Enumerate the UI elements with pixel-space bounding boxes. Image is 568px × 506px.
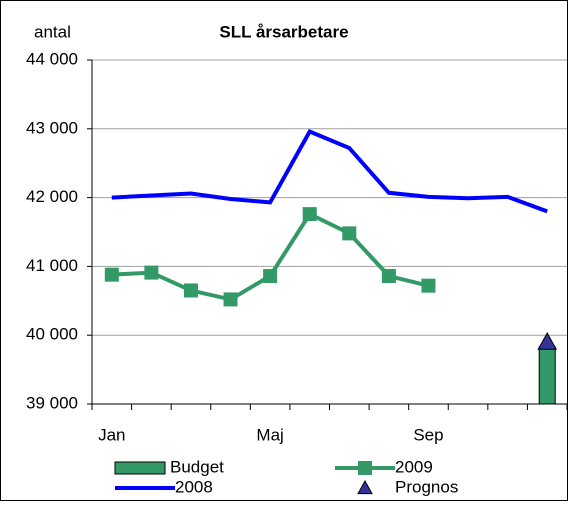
marker bbox=[421, 278, 436, 293]
marker bbox=[381, 269, 396, 284]
legend-swatch bbox=[114, 461, 166, 475]
legend-swatch bbox=[357, 479, 373, 495]
legend-label: 2008 bbox=[175, 477, 213, 496]
marker bbox=[144, 265, 159, 280]
y-tick-label: 44 000 bbox=[26, 49, 78, 68]
legend-label: Prognos bbox=[395, 477, 458, 496]
y-tick-label: 41 000 bbox=[26, 256, 78, 275]
x-tick-label: Jan bbox=[98, 425, 125, 444]
y-tick-label: 42 000 bbox=[26, 187, 78, 206]
marker bbox=[263, 269, 278, 284]
x-tick-label: Maj bbox=[256, 425, 283, 444]
x-tick-label: Sep bbox=[413, 425, 443, 444]
chart-title: SLL årsarbetare bbox=[219, 22, 348, 41]
line bbox=[111, 129, 548, 214]
y-tick-label: 39 000 bbox=[26, 393, 78, 412]
legend-label: 2009 bbox=[395, 457, 433, 476]
marker bbox=[223, 292, 238, 307]
y-axis-label: antal bbox=[34, 22, 71, 41]
bar bbox=[538, 346, 556, 405]
marker bbox=[342, 226, 357, 241]
legend-label: Budget bbox=[170, 457, 224, 476]
marker bbox=[183, 283, 198, 298]
marker bbox=[302, 207, 317, 222]
y-tick-label: 40 000 bbox=[26, 325, 78, 344]
legend-swatch bbox=[358, 461, 372, 475]
marker bbox=[537, 332, 558, 350]
y-tick-label: 43 000 bbox=[26, 118, 78, 137]
marker bbox=[104, 267, 119, 282]
